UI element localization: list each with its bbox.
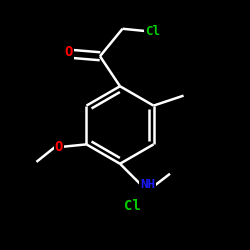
Text: NH: NH xyxy=(140,178,155,192)
Text: O: O xyxy=(64,46,73,60)
Text: Cl: Cl xyxy=(124,199,141,213)
Text: O: O xyxy=(55,140,63,154)
Text: Cl: Cl xyxy=(145,25,160,38)
